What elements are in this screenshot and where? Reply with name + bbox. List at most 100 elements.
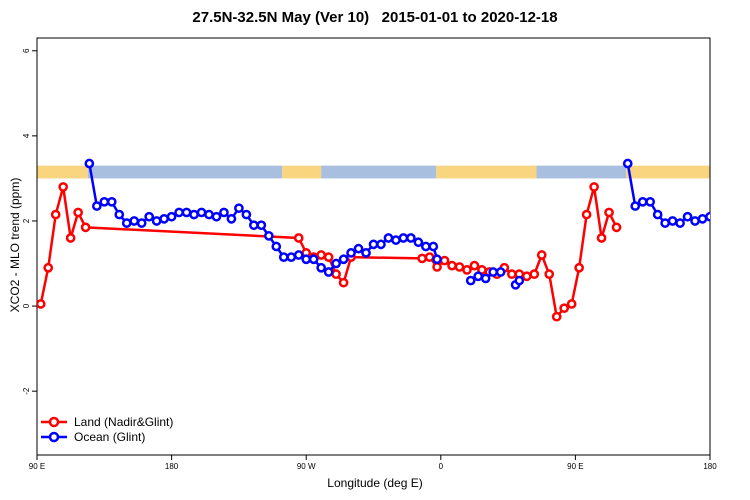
surface-band-land-2 <box>282 165 322 179</box>
data-point <box>581 209 592 220</box>
data-point <box>690 216 700 226</box>
x-tick-label: 90 E <box>567 462 583 471</box>
legend-label-ocean: Ocean (Glint) <box>74 429 146 444</box>
data-point <box>432 254 442 265</box>
data-point <box>383 233 394 243</box>
data-point <box>189 209 199 220</box>
data-point <box>73 207 83 218</box>
legend-item-ocean: Ocean (Glint) <box>40 429 173 444</box>
data-point <box>234 203 244 214</box>
x-axis-label: Longitude (deg E) <box>327 476 423 490</box>
data-point <box>480 273 491 284</box>
data-point <box>368 239 379 250</box>
data-point <box>323 267 334 277</box>
data-point <box>566 299 577 309</box>
series-0 <box>37 182 622 322</box>
data-point <box>417 253 427 264</box>
data-point <box>50 209 61 220</box>
legend-item-land: Land (Nadir&Glint) <box>40 414 173 429</box>
data-point <box>293 250 304 260</box>
data-point <box>301 254 312 265</box>
y-tick-label: 6 <box>22 48 31 53</box>
surface-band-land-4 <box>436 165 537 179</box>
data-point <box>675 218 685 228</box>
y-tick-label: -2 <box>22 387 31 395</box>
data-point <box>308 254 319 265</box>
data-point <box>447 260 457 271</box>
data-point <box>667 216 678 226</box>
data-point <box>551 311 562 322</box>
data-point <box>495 267 506 277</box>
data-point <box>65 233 76 243</box>
data-point <box>278 252 289 262</box>
data-point <box>391 235 401 245</box>
plot-frame <box>36 37 711 456</box>
data-point <box>129 216 140 226</box>
data-point <box>286 252 297 262</box>
series-1 <box>84 158 710 290</box>
x-tick-label: 90 E <box>29 462 45 471</box>
data-point <box>596 233 607 243</box>
data-point <box>166 211 177 222</box>
data-point <box>121 218 132 228</box>
data-point <box>398 233 409 243</box>
surface-band-ocean-1 <box>87 165 283 179</box>
data-point <box>323 252 334 262</box>
series-line <box>39 186 618 320</box>
data-point <box>406 233 416 243</box>
y-tick-label: 0 <box>22 303 31 308</box>
data-point <box>106 196 117 207</box>
data-point <box>413 237 424 248</box>
data-point <box>682 211 693 222</box>
data-point <box>226 213 237 224</box>
x-tick-label: 90 W <box>297 462 316 471</box>
data-point <box>536 250 547 260</box>
y-axis-label: XCO2 - MLO trend (ppm) <box>8 177 22 313</box>
data-point <box>346 248 356 258</box>
data-point <box>263 231 274 241</box>
data-point <box>488 267 498 277</box>
data-point <box>506 269 517 280</box>
data-point <box>428 241 439 252</box>
legend-swatch-ocean <box>41 431 67 442</box>
data-point <box>316 250 327 260</box>
data-point <box>574 262 584 273</box>
surface-band-land-0 <box>37 165 88 179</box>
surface-band-ocean-3 <box>321 165 437 179</box>
data-point <box>219 207 229 218</box>
data-point <box>353 243 364 254</box>
data-point <box>559 303 570 314</box>
data-point <box>521 271 532 282</box>
data-point <box>473 271 484 282</box>
data-point <box>376 239 386 250</box>
data-point <box>136 218 147 228</box>
data-point <box>544 269 555 280</box>
data-point <box>454 262 465 272</box>
chart-title: 27.5N-32.5N May (Ver 10) 2015-01-01 to 2… <box>192 9 558 26</box>
data-point <box>705 211 710 222</box>
data-point <box>622 158 633 169</box>
y-tick-label: 4 <box>22 133 31 138</box>
data-point <box>80 222 91 233</box>
data-point <box>181 207 192 218</box>
x-tick-label: 180 <box>703 462 717 471</box>
series-line <box>88 163 439 274</box>
data-point <box>630 201 641 211</box>
data-point <box>114 209 125 220</box>
data-point <box>159 213 169 224</box>
data-point <box>338 254 349 265</box>
data-point <box>469 260 480 271</box>
surface-band-ocean-5 <box>536 165 627 179</box>
data-point <box>293 233 304 243</box>
data-point <box>514 275 525 286</box>
data-point <box>361 248 371 258</box>
data-point <box>697 213 708 224</box>
data-point <box>211 211 222 222</box>
data-point <box>174 207 184 218</box>
data-point <box>204 209 214 220</box>
data-point <box>529 269 540 280</box>
data-point <box>604 207 614 218</box>
data-point <box>462 265 472 275</box>
legend-swatch-land <box>41 416 67 427</box>
